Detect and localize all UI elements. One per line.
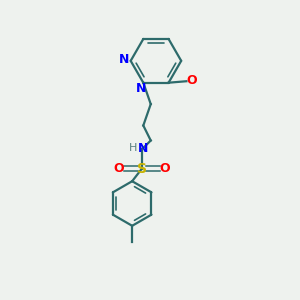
- Text: O: O: [160, 162, 170, 175]
- Text: H: H: [129, 143, 138, 153]
- Text: S: S: [137, 162, 147, 176]
- Text: N: N: [136, 82, 147, 94]
- Text: N: N: [119, 52, 129, 66]
- Text: O: O: [186, 74, 197, 87]
- Text: N: N: [137, 142, 148, 155]
- Text: O: O: [113, 162, 124, 175]
